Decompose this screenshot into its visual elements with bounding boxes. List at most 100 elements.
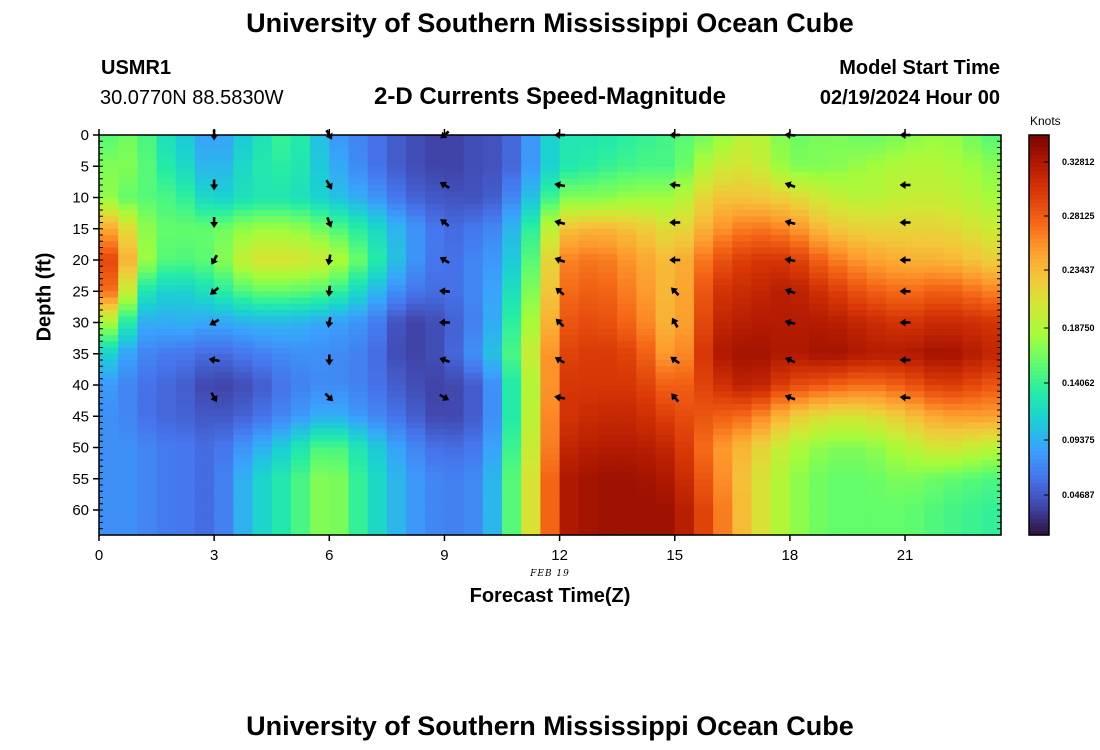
colorbar-tick-label: 0.18750 (1062, 323, 1095, 333)
heatmap-cell (770, 416, 791, 424)
heatmap-cell (713, 453, 733, 461)
heatmap-cell (905, 291, 925, 299)
heatmap-cell (636, 403, 657, 411)
current-vector-arrow (899, 356, 911, 364)
heatmap-cell (751, 372, 772, 380)
heatmap-cell (99, 222, 119, 230)
heatmap-cell (118, 397, 138, 405)
heatmap-cell (674, 266, 695, 274)
heatmap-cell (578, 491, 599, 499)
colorbar-segment (1029, 159, 1049, 164)
heatmap-cell (425, 503, 446, 511)
heatmap-cell (732, 410, 753, 417)
heatmap-cell (175, 178, 196, 186)
heatmap-cell (924, 516, 945, 524)
heatmap-cell (502, 335, 522, 342)
heatmap-cell (214, 228, 234, 236)
heatmap-cell (463, 435, 484, 442)
heatmap-cell (290, 360, 311, 367)
heatmap-cell (847, 335, 868, 342)
heatmap-cell (310, 472, 330, 480)
heatmap-cell (847, 366, 868, 374)
heatmap-cell (156, 516, 177, 524)
heatmap-cell (809, 272, 829, 280)
colorbar-segment (1029, 239, 1049, 244)
heatmap-cell (578, 191, 599, 199)
heatmap-cell (655, 297, 676, 305)
heatmap-cell (271, 291, 292, 299)
heatmap-cell (713, 385, 733, 392)
heatmap-cell (329, 510, 350, 517)
heatmap-cell (578, 147, 599, 155)
heatmap-cell (962, 178, 983, 186)
heatmap-cell (502, 310, 522, 317)
heatmap-cell (502, 272, 522, 280)
heatmap-cell (770, 191, 791, 199)
heatmap-cell (348, 297, 369, 305)
heatmap-cell (367, 360, 388, 367)
heatmap-cell (713, 335, 733, 342)
heatmap-cell (828, 503, 849, 511)
heatmap-cell (770, 522, 791, 530)
heatmap-cell (866, 272, 887, 280)
heatmap-cell (732, 197, 753, 205)
heatmap-cell (617, 491, 637, 499)
heatmap-cell (674, 310, 695, 317)
heatmap-cell (732, 153, 753, 161)
heatmap-cell (406, 147, 426, 155)
heatmap-cell (962, 160, 983, 167)
colorbar-segment (1029, 171, 1049, 176)
heatmap-cell (540, 528, 561, 536)
heatmap-cell (233, 366, 254, 374)
heatmap-cell (674, 172, 695, 180)
heatmap-cell (770, 472, 791, 480)
heatmap-cell (310, 316, 330, 324)
heatmap-cell (444, 260, 465, 267)
heatmap-cell (828, 453, 849, 461)
heatmap-cell (981, 172, 1002, 180)
heatmap-cell (99, 303, 119, 311)
heatmap-cell (924, 197, 945, 205)
current-vector-arrow (325, 179, 333, 190)
heatmap-cell (99, 472, 119, 480)
heatmap-cell (367, 366, 388, 374)
heatmap-cell (713, 141, 733, 149)
heatmap-cell (732, 378, 753, 386)
heatmap-cell (367, 341, 388, 349)
heatmap-cell (732, 335, 753, 342)
heatmap-cell (156, 397, 177, 405)
heatmap-cell (99, 141, 119, 149)
heatmap-cell (310, 491, 330, 499)
heatmap-cell (118, 335, 138, 342)
heatmap-cell (233, 453, 254, 461)
heatmap-cell (674, 366, 695, 374)
heatmap-cell (271, 385, 292, 392)
heatmap-cell (713, 466, 733, 474)
heatmap-cell (290, 216, 311, 224)
heatmap-cell (866, 428, 887, 436)
heatmap-cell (828, 460, 849, 467)
heatmap-cell (751, 391, 772, 399)
heatmap-cell (406, 303, 426, 311)
current-vector-arrow (784, 356, 796, 364)
heatmap-cell (847, 222, 868, 230)
heatmap-cell (693, 272, 714, 280)
heatmap-cell (924, 353, 945, 361)
heatmap-cell (290, 247, 311, 255)
heatmap-cell (713, 347, 733, 355)
heatmap-cell (981, 316, 1002, 324)
heatmap-cell (137, 397, 158, 405)
heatmap-cell (578, 528, 599, 536)
heatmap-cell (252, 197, 273, 205)
heatmap-cell (540, 335, 561, 342)
heatmap-cell (521, 491, 541, 499)
heatmap-cell (540, 260, 561, 267)
heatmap-cell (674, 272, 695, 280)
heatmap-cell (713, 341, 733, 349)
heatmap-cell (386, 435, 407, 442)
heatmap-cell (693, 135, 714, 142)
heatmap-cell (99, 353, 119, 361)
heatmap-cell (99, 410, 119, 417)
heatmap-cell (981, 372, 1002, 380)
heatmap-cell (866, 210, 887, 217)
